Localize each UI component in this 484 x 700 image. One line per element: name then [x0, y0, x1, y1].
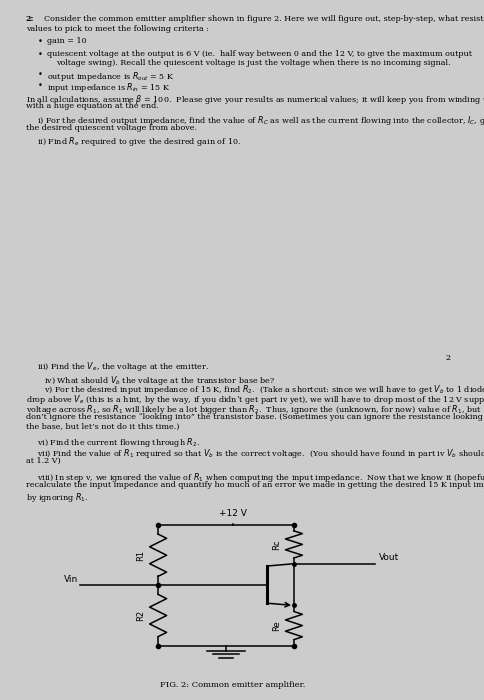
Text: •: •: [37, 80, 42, 90]
Text: output impedance is $R_{out}$ = 5 K: output impedance is $R_{out}$ = 5 K: [46, 70, 174, 83]
Text: i) For the desired output impedance, find the value of $R_C$ as well as the curr: i) For the desired output impedance, fin…: [37, 114, 484, 127]
Text: vii) Find the value of $R_1$ required so that $V_b$ is the correct voltage.  (Yo: vii) Find the value of $R_1$ required so…: [37, 447, 484, 461]
Text: In all calculations, assume $\beta$ = 100.  Please give your results as numerica: In all calculations, assume $\beta$ = 10…: [26, 93, 484, 106]
Text: Rc: Rc: [271, 539, 280, 550]
Text: 2: 2: [444, 354, 450, 362]
Text: •: •: [37, 70, 42, 79]
Text: Consider the common emitter amplifier shown in figure 2. Here we will figure out: Consider the common emitter amplifier sh…: [45, 15, 484, 23]
Text: Vin: Vin: [64, 575, 78, 584]
Text: values to pick to meet the following criteria :: values to pick to meet the following cri…: [26, 25, 209, 34]
Text: don’t ignore the resistance “looking into” the transistor base. (Sometimes you c: don’t ignore the resistance “looking int…: [26, 413, 484, 421]
Text: vi) Find the current flowing through $R_2$.: vi) Find the current flowing through $R_…: [37, 435, 200, 449]
Text: viii) In step v, we ignored the value of $R_1$ when computing the input impedanc: viii) In step v, we ignored the value of…: [37, 471, 484, 484]
Text: +12 V: +12 V: [218, 509, 246, 518]
Text: •: •: [37, 50, 42, 59]
Text: ii) Find $R_e$ required to give the desired gain of 10.: ii) Find $R_e$ required to give the desi…: [37, 135, 241, 148]
Text: the desired quiescent voltage from above.: the desired quiescent voltage from above…: [26, 124, 197, 132]
Text: FIG. 2: Common emitter amplifier.: FIG. 2: Common emitter amplifier.: [160, 681, 305, 690]
Text: recalculate the input impedance and quantify ho much of an error we made in gett: recalculate the input impedance and quan…: [26, 482, 484, 489]
Text: R2: R2: [136, 610, 145, 621]
Text: at 1.2 V): at 1.2 V): [26, 457, 60, 466]
Text: iv) What should $V_b$ the voltage at the transistor base be?: iv) What should $V_b$ the voltage at the…: [45, 374, 275, 387]
Text: •: •: [37, 37, 42, 46]
Text: with a huge equation at the end.: with a huge equation at the end.: [26, 102, 158, 111]
Text: 2:: 2:: [26, 15, 34, 23]
Text: iii) Find the $V_e$, the voltage at the emitter.: iii) Find the $V_e$, the voltage at the …: [37, 360, 209, 372]
Text: Vout: Vout: [378, 553, 398, 562]
Text: R1: R1: [136, 550, 145, 561]
Text: v) For the desired input impedance of 15 K, find $R_2$.  (Take a shortcut: since: v) For the desired input impedance of 15…: [45, 383, 484, 396]
Text: by ignoring $R_1$.: by ignoring $R_1$.: [26, 491, 88, 504]
Text: the base, but let’s not do it this time.): the base, but let’s not do it this time.…: [26, 423, 179, 431]
Text: input impedance is $R_{in}$ = 15 K: input impedance is $R_{in}$ = 15 K: [46, 80, 169, 94]
Text: drop above $V_e$ (this is a hint, by the way, if you didn’t get part iv yet), we: drop above $V_e$ (this is a hint, by the…: [26, 393, 484, 406]
Text: gain = 10: gain = 10: [46, 37, 86, 45]
Text: quiescent voltage at the output is 6 V (ie.  half way between 0 and the 12 V, to: quiescent voltage at the output is 6 V (…: [46, 50, 471, 57]
Text: voltage swing). Recall the quiescent voltage is just the voltage when there is n: voltage swing). Recall the quiescent vol…: [56, 60, 450, 67]
Text: Re: Re: [271, 620, 280, 631]
Text: voltage across $R_1$, so $R_1$ will likely be a lot bigger than $R_2$.  Thus, ig: voltage across $R_1$, so $R_1$ will like…: [26, 403, 481, 416]
